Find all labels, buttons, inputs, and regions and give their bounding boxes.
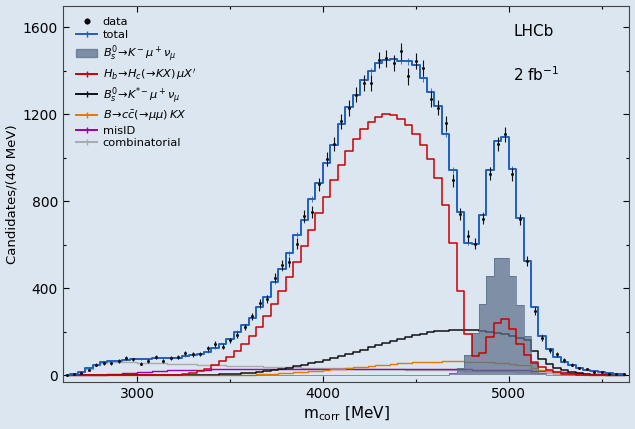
Text: 2 fb$^{-1}$: 2 fb$^{-1}$ [513, 66, 559, 85]
Text: LHCb: LHCb [513, 24, 554, 39]
X-axis label: m$_{\mathrm{corr}}$ [MeV]: m$_{\mathrm{corr}}$ [MeV] [303, 405, 390, 423]
Legend: data, total, $B_s^0 \!\to\! K^-\mu^+\nu_\mu$, $H_b \!\to\! H_c(\!\to\! KX)\,\mu : data, total, $B_s^0 \!\to\! K^-\mu^+\nu_… [74, 15, 199, 151]
Y-axis label: Candidates/(40 MeV): Candidates/(40 MeV) [6, 124, 18, 263]
